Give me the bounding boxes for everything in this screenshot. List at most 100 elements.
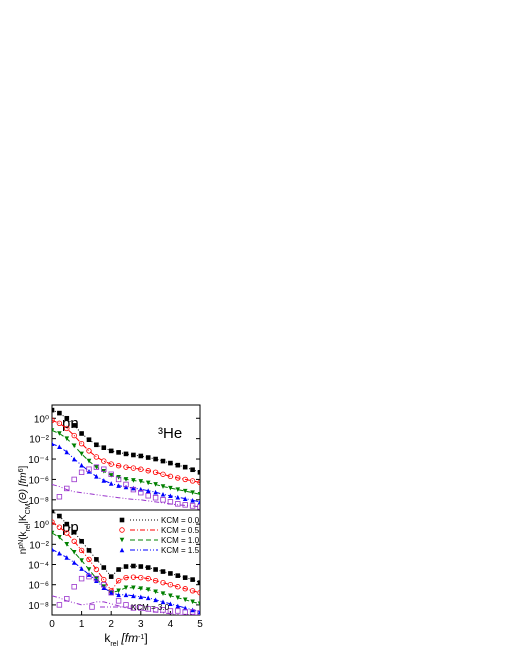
y-label-part: |K <box>18 514 29 524</box>
marker <box>197 479 200 486</box>
marker <box>79 538 84 544</box>
marker <box>94 442 99 448</box>
y-tick-label: 10⁻⁸ <box>28 601 49 612</box>
marker <box>115 476 122 483</box>
marker <box>57 534 62 540</box>
marker <box>57 431 62 436</box>
marker <box>131 485 136 491</box>
marker <box>101 458 107 464</box>
marker <box>101 565 107 570</box>
marker <box>138 489 144 496</box>
y-tick-label: 10⁻⁶ <box>28 581 49 592</box>
marker <box>108 461 114 467</box>
marker <box>89 604 95 610</box>
marker <box>108 574 114 579</box>
marker <box>119 517 125 523</box>
marker <box>153 456 158 462</box>
marker <box>86 437 92 442</box>
series-line <box>52 443 200 503</box>
marker <box>78 547 85 554</box>
marker <box>190 467 195 473</box>
marker <box>116 450 121 455</box>
marker <box>145 606 151 612</box>
marker <box>115 577 122 584</box>
marker <box>108 471 114 477</box>
y-tick-label: 10⁻⁸ <box>28 496 49 507</box>
y-label-part: ] <box>18 465 29 468</box>
x-tick-label: 2 <box>108 619 114 630</box>
marker <box>167 582 174 588</box>
marker <box>56 420 63 427</box>
marker <box>64 596 70 602</box>
marker <box>182 496 188 501</box>
marker <box>108 481 114 486</box>
marker <box>189 503 196 509</box>
x-label-part: [fm <box>118 631 138 645</box>
marker <box>153 589 158 595</box>
marker <box>138 453 144 459</box>
marker <box>152 495 159 501</box>
marker <box>119 527 125 533</box>
marker <box>160 569 166 574</box>
marker <box>71 529 77 535</box>
marker <box>153 567 158 572</box>
x-tick-label: 3 <box>138 619 144 630</box>
marker <box>64 485 70 492</box>
marker <box>175 475 181 481</box>
marker <box>101 478 107 483</box>
marker <box>57 513 62 519</box>
marker <box>189 588 196 594</box>
y-label-part: (Θ) [fm <box>18 472 29 503</box>
marker <box>78 575 85 582</box>
marker <box>175 487 181 492</box>
marker <box>138 605 144 611</box>
marker <box>71 476 77 483</box>
marker <box>145 587 151 593</box>
legend-label: KCM = 0.5 <box>161 526 200 535</box>
y-tick-label: 10⁻⁴ <box>28 561 49 572</box>
marker <box>119 537 125 543</box>
y-tick-label: 10⁻² <box>29 435 49 446</box>
marker <box>78 440 85 447</box>
marker <box>160 607 166 613</box>
marker <box>175 462 181 468</box>
y-label-part: 6 <box>18 468 25 472</box>
marker <box>152 607 159 613</box>
marker <box>182 586 188 592</box>
legend-label: KCM = 1.5 <box>161 546 200 555</box>
marker <box>93 464 100 470</box>
y-label-part: (k <box>18 530 29 539</box>
series-line <box>52 484 200 508</box>
marker <box>52 428 55 433</box>
marker <box>86 567 92 572</box>
marker <box>131 563 136 569</box>
marker <box>197 499 200 505</box>
legend-label: KCM = 3.0 <box>131 603 170 612</box>
marker <box>197 590 200 596</box>
marker <box>86 466 92 472</box>
marker <box>71 584 77 590</box>
marker <box>119 547 125 553</box>
y-tick-label: 10⁰ <box>34 414 49 425</box>
marker <box>93 454 100 460</box>
marker <box>130 465 137 471</box>
y-label-part: rel <box>25 523 32 531</box>
marker <box>123 592 129 598</box>
marker <box>138 594 144 600</box>
marker <box>190 498 195 503</box>
marker <box>64 530 70 536</box>
marker <box>153 597 158 603</box>
marker <box>78 469 85 475</box>
x-label-part: -1 <box>138 634 144 641</box>
marker <box>175 501 181 507</box>
marker <box>167 499 174 505</box>
marker <box>168 493 173 499</box>
marker <box>197 504 200 510</box>
marker <box>153 482 158 487</box>
marker <box>175 494 181 500</box>
marker <box>116 588 121 594</box>
marker <box>64 436 70 441</box>
y-label-part: CM <box>25 503 32 514</box>
marker <box>52 441 55 446</box>
marker <box>145 493 151 499</box>
